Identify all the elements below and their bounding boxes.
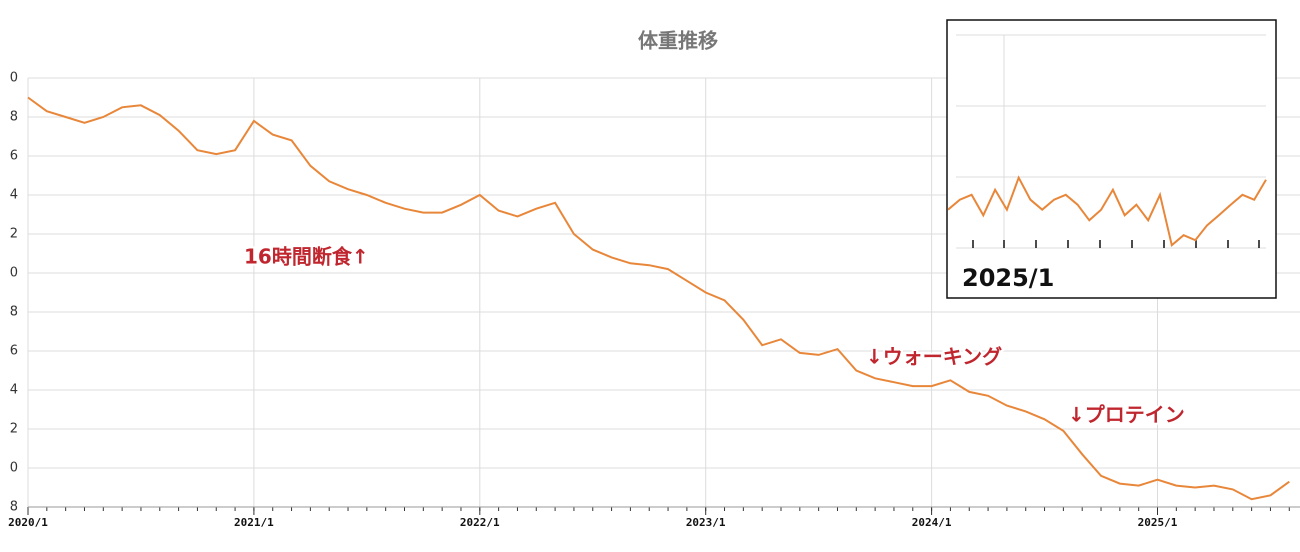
y-tick-label: 2: [10, 422, 18, 437]
annotation: ↓プロテイン: [1068, 403, 1185, 427]
x-tick-label: 2023/1: [686, 516, 726, 529]
weight-line: [947, 175, 1267, 248]
y-tick-label: 8: [10, 110, 18, 125]
x-tick-label: 2025/1: [1138, 516, 1178, 529]
inset-frame: [946, 19, 1277, 299]
y-tick-label: 6: [10, 344, 18, 359]
weight-line: [27, 96, 1290, 501]
x-tick-label: 2021/1: [234, 516, 274, 529]
y-tick-label: 8: [10, 500, 18, 515]
y-tick-label: 4: [10, 383, 18, 398]
annotation: ↓ウォーキング: [866, 345, 1002, 369]
x-tick-label: 2024/1: [912, 516, 952, 529]
y-tick-label: 0: [10, 461, 18, 476]
y-tick-label: 6: [10, 149, 18, 164]
chart-title: 体重推移: [638, 29, 718, 53]
y-tick-label: 0: [10, 71, 18, 86]
x-tick-label: 2022/1: [460, 516, 500, 529]
inset-chart: 2025/1: [946, 19, 1277, 299]
y-tick-label: 8: [10, 305, 18, 320]
inset-x-label: 2025/1: [962, 264, 1054, 292]
annotation: 16時間断食↑: [244, 245, 369, 269]
y-tick-label: 0: [10, 266, 18, 281]
x-tick-label: 2020/1: [8, 516, 48, 529]
y-tick-label: 2: [10, 227, 18, 242]
y-tick-label: 4: [10, 188, 18, 203]
